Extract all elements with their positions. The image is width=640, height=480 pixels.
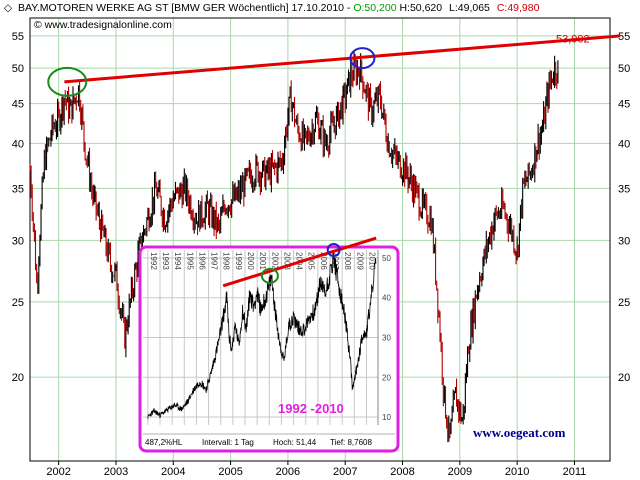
svg-text:BAY.MOTOREN WERKE AG ST [BMW G: BAY.MOTOREN WERKE AG ST [BMW GER Wöchent… [18, 2, 540, 14]
main-y-tick-label-right: 40 [618, 138, 630, 150]
inset-x-tick-label: 2000 [246, 252, 255, 270]
low-value: L:49,065 [449, 2, 490, 14]
open-value: O:50,200 [353, 2, 396, 14]
inset-x-tick-label: 2002 [270, 252, 279, 270]
inset-footer-interval: Intervall: 1 Tag [202, 438, 254, 447]
inset-y-tick-label: 30 [382, 334, 391, 343]
main-y-tick-label-left: 25 [12, 297, 24, 309]
inset-x-tick-label: 2001 [258, 252, 267, 270]
main-y-tick-label-left: 45 [12, 99, 24, 111]
main-y-tick-label-right: 30 [618, 235, 630, 247]
main-y-tick-label-left: 35 [12, 183, 24, 195]
main-x-tick-label: 2009 [448, 466, 472, 478]
main-y-axis-left: 20 25 30 35 40 45 50 55 [12, 31, 24, 384]
inset-x-tick-label: 1996 [197, 252, 206, 270]
inset-footer-low: Tief: 8,7608 [330, 438, 373, 447]
main-x-tick-label: 2008 [390, 466, 414, 478]
inset-x-tick-label: 1993 [161, 252, 170, 270]
last-price-label: 53,902 [556, 34, 590, 46]
chart-title-marker: ◇ [4, 2, 13, 14]
inset-x-tick-label: 2009 [355, 252, 364, 270]
peak-circle [349, 47, 376, 70]
main-x-tick-label: 2004 [161, 466, 185, 478]
inset-y-tick-label: 50 [382, 254, 391, 263]
inset-period-label: 1992 -2010 [278, 401, 344, 416]
main-x-axis: 2002 2003 2004 2005 2006 2007 2008 2009 2010 2011 [46, 461, 586, 478]
inset-peak-circle [326, 243, 341, 257]
main-y-tick-label-right: 25 [618, 297, 630, 309]
close-value: C:49,980 [497, 2, 540, 14]
inset-annotations [222, 236, 377, 288]
inset-footer-pct: 487,2%HL [145, 438, 183, 447]
main-y-tick-label-right: 20 [618, 372, 630, 384]
main-y-tick-label-right: 35 [618, 183, 630, 195]
inset-y-axis: 10 20 30 40 50 [382, 254, 391, 422]
inset-price-line [147, 250, 377, 419]
main-y-tick-label-left: 20 [12, 372, 24, 384]
inset-footer-high: Hoch: 51,44 [273, 438, 317, 447]
resistance-trendline [64, 34, 621, 84]
main-price-series [29, 51, 559, 443]
inset-y-tick-label: 10 [382, 413, 391, 422]
main-x-tick-label: 2003 [104, 466, 128, 478]
main-y-tick-label-left: 30 [12, 235, 24, 247]
main-y-tick-label-right: 50 [618, 63, 630, 75]
inset-chart: 1992 1993 1994 1995 1996 1997 1998 1999 2000 2001… [138, 236, 400, 453]
watermark-text: www.oegeat.com [473, 425, 566, 440]
main-annotations: 53,902 [47, 34, 621, 97]
high-value: H:50,620 [399, 2, 442, 14]
inset-y-tick-label: 40 [382, 294, 391, 303]
inset-peak-circle [260, 267, 279, 284]
main-x-tick-label: 2011 [563, 466, 587, 478]
chart-header: ◇ BAY.MOTOREN WERKE AG ST [BMW GER Wöche… [4, 2, 540, 31]
main-y-tick-label-right: 45 [618, 99, 630, 111]
main-x-tick-label: 2005 [218, 466, 242, 478]
inset-x-tick-label: 2006 [319, 252, 328, 270]
main-y-tick-label-left: 50 [12, 63, 24, 75]
main-x-tick-label: 2007 [333, 466, 357, 478]
inset-x-tick-label: 2003 [282, 252, 291, 270]
chart-title: BAY.MOTOREN WERKE AG ST [BMW GER Wöchent… [18, 2, 353, 14]
main-y-tick-label-left: 55 [12, 31, 24, 43]
plot-frame [29, 17, 611, 462]
inset-price-series [147, 250, 377, 419]
main-y-tick-label-left: 40 [12, 138, 24, 150]
main-x-tick-label: 2002 [46, 466, 70, 478]
inset-x-tick-label: 2010 [367, 252, 376, 270]
inset-x-tick-label: 2005 [307, 252, 316, 270]
main-y-axis: 20 25 30 35 40 45 50 55 [618, 31, 630, 384]
inset-x-tick-label: 1995 [185, 252, 194, 270]
inset-x-tick-label: 1999 [234, 252, 243, 270]
inset-x-tick-label: 1998 [222, 252, 231, 270]
copyright-text: © www.tradesignalonline.com [34, 19, 172, 31]
main-x-tick-label: 2006 [276, 466, 300, 478]
inset-x-tick-label: 1994 [173, 252, 182, 270]
inset-x-tick-label: 1997 [210, 252, 219, 270]
inset-trendline [222, 236, 377, 288]
inset-x-tick-label: 2008 [343, 252, 352, 270]
inset-x-tick-label: 1992 [149, 252, 158, 270]
main-y-tick-label-right: 55 [618, 31, 630, 43]
inset-y-tick-label: 20 [382, 373, 391, 382]
peak-circle [47, 66, 88, 97]
main-x-tick-label: 2010 [505, 466, 529, 478]
